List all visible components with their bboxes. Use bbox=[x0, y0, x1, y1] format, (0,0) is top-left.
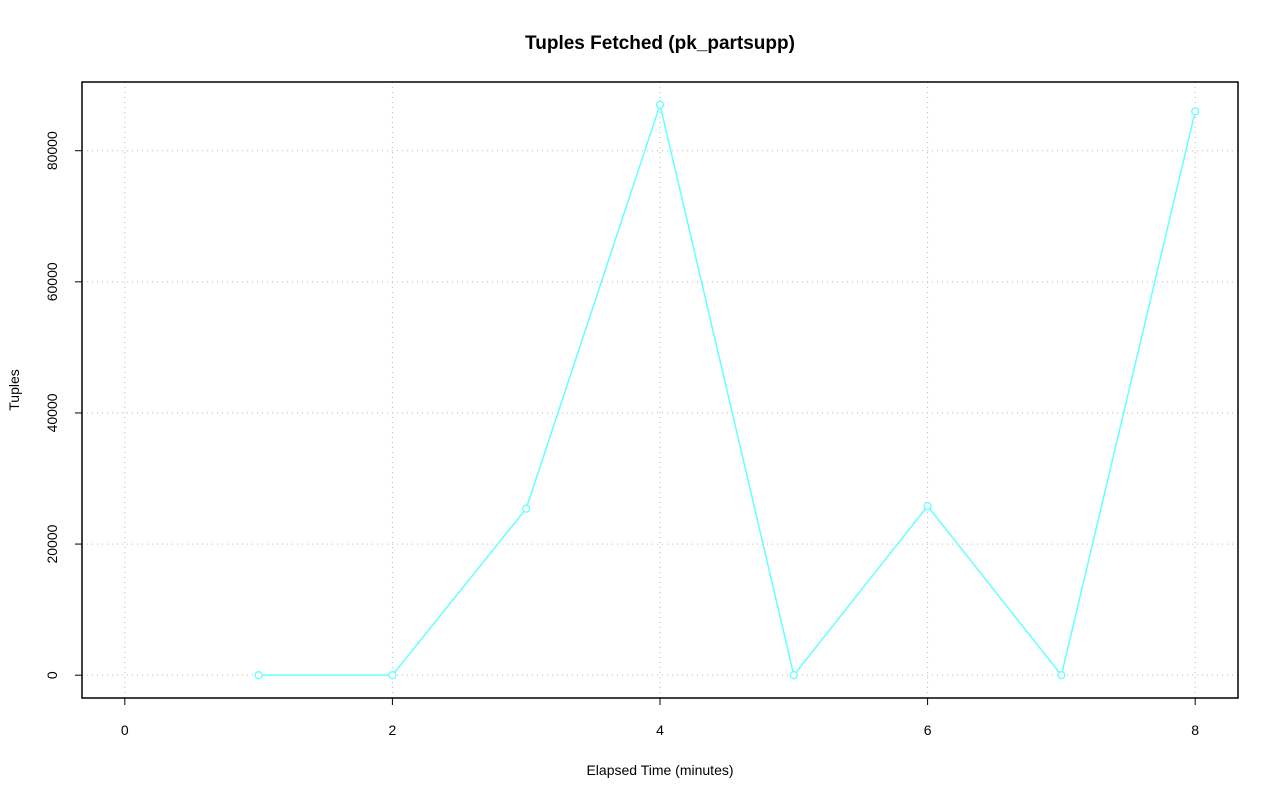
point bbox=[522, 504, 531, 513]
point bbox=[388, 671, 397, 680]
plot-frame bbox=[81, 81, 1239, 699]
chart-title: Tuples Fetched (pk_partsupp) bbox=[525, 33, 795, 54]
y-tick-label: 0 bbox=[44, 671, 60, 679]
point bbox=[1057, 671, 1066, 680]
y-tick-label: 40000 bbox=[44, 393, 60, 432]
x-tick-label: 2 bbox=[389, 722, 397, 738]
y-tick-label: 80000 bbox=[44, 131, 60, 170]
y-axis-label: Tuples bbox=[6, 369, 22, 411]
y-tick-label: 20000 bbox=[44, 524, 60, 563]
x-tick-label: 0 bbox=[121, 722, 129, 738]
point bbox=[789, 671, 798, 680]
point bbox=[254, 671, 263, 680]
x-tick-label: 8 bbox=[1191, 722, 1199, 738]
x-tick-label: 4 bbox=[656, 722, 664, 738]
series-line bbox=[258, 102, 1196, 677]
point bbox=[1191, 107, 1200, 116]
x-axis-label: Elapsed Time (minutes) bbox=[586, 762, 733, 778]
point bbox=[923, 501, 932, 511]
point bbox=[655, 100, 665, 109]
y-tick-label: 60000 bbox=[44, 262, 60, 301]
x-tick-label: 6 bbox=[924, 722, 932, 738]
